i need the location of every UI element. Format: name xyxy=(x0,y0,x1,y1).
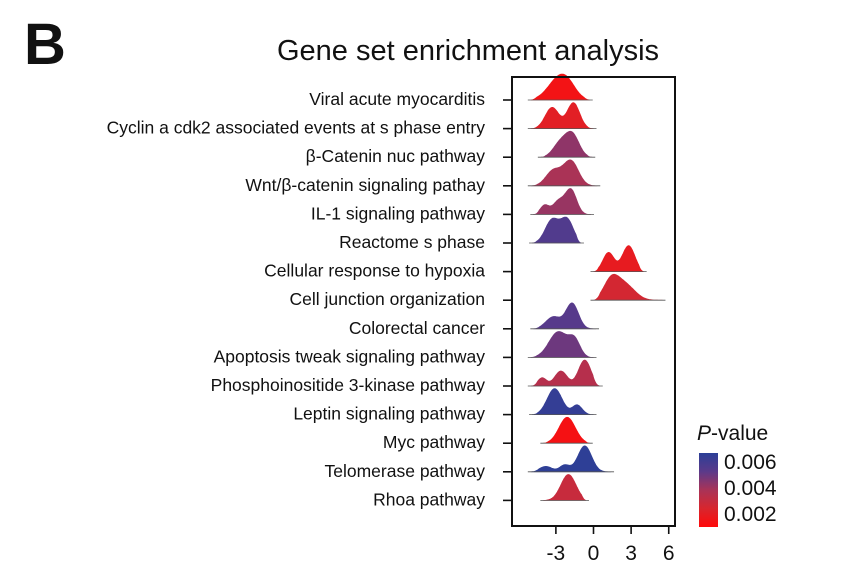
y-tick-label: Cell junction organization xyxy=(289,289,485,309)
y-tick-label: Apoptosis tweak signaling pathway xyxy=(214,346,486,366)
panel-label: B xyxy=(24,12,66,77)
legend-title: P-value xyxy=(697,422,768,445)
chart-title: Gene set enrichment analysis xyxy=(277,35,659,67)
ridge-1 xyxy=(530,73,590,101)
x-tick-label: 0 xyxy=(588,542,600,565)
ridge-13 xyxy=(543,416,590,444)
legend-tick-label: 0.004 xyxy=(724,477,777,500)
ridge-6 xyxy=(532,216,582,244)
ridge-group xyxy=(527,73,666,501)
x-tick-label: 3 xyxy=(625,542,637,565)
x-axis: -3 0 3 6 xyxy=(547,526,675,565)
ridge-10 xyxy=(530,331,594,358)
y-tick-label: Rhoa pathway xyxy=(373,489,485,509)
ridge-12 xyxy=(532,388,594,415)
y-tick-label: Viral acute myocarditis xyxy=(309,89,485,109)
y-tick-label: β-Catenin nuc pathway xyxy=(306,146,486,166)
plot-frame xyxy=(511,76,676,527)
legend-tick-label: 0.006 xyxy=(724,451,777,474)
legend-colorbar xyxy=(699,453,718,527)
ridge-7 xyxy=(593,245,644,272)
y-tick-label: IL-1 signaling pathway xyxy=(311,203,485,223)
ridge-3 xyxy=(540,130,593,158)
legend-ticks: 0.006 0.004 0.002 xyxy=(724,451,777,526)
ridge-11 xyxy=(530,359,600,387)
x-tick-label: 6 xyxy=(663,542,675,565)
y-axis-labels: Viral acute myocarditis Cyclin a cdk2 ass… xyxy=(107,89,511,509)
ridge-2 xyxy=(530,102,594,129)
y-tick-label: Cellular response to hypoxia xyxy=(264,261,485,281)
pvalue-legend: P-value 0.006 0.004 0.002 xyxy=(697,422,777,527)
y-tick-label: Phosphoinositide 3-kinase pathway xyxy=(211,375,486,395)
y-tick-label: Telomerase pathway xyxy=(325,461,486,481)
y-tick-label: Myc pathway xyxy=(383,432,485,452)
ridge-4 xyxy=(530,159,598,187)
y-tick-label: Colorectal cancer xyxy=(349,318,485,338)
legend-tick-label: 0.002 xyxy=(724,503,777,526)
y-tick-label: Cyclin a cdk2 associated events at s pha… xyxy=(107,118,486,138)
ridge-9 xyxy=(533,302,596,330)
y-tick-label: Reactome s phase xyxy=(339,232,485,252)
ridge-5 xyxy=(533,188,591,215)
ridge-15 xyxy=(543,474,587,501)
ridge-8 xyxy=(593,273,663,301)
y-tick-label: Leptin signaling pathway xyxy=(293,404,485,424)
y-tick-label: Wnt/β-catenin signaling pathay xyxy=(245,175,485,195)
x-tick-label: -3 xyxy=(547,542,566,565)
ridge-14 xyxy=(530,445,612,473)
